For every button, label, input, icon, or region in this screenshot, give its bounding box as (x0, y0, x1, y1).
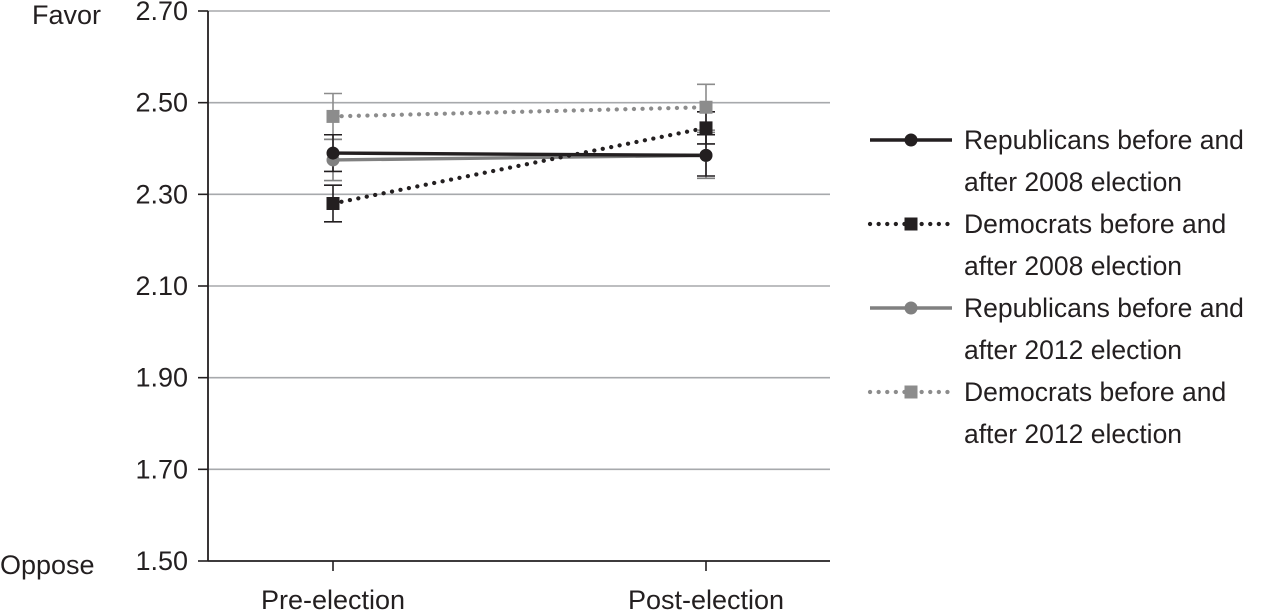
legend-marker (904, 301, 918, 315)
y-tick-label: 1.50 (135, 546, 188, 576)
y-tick-label: 2.70 (135, 0, 188, 26)
series-line (332, 151, 707, 158)
y-tick-label: 2.30 (135, 179, 188, 209)
y-tick-label: 1.70 (135, 454, 188, 484)
data-point (326, 146, 340, 160)
legend-marker (904, 217, 918, 231)
gridlines (208, 10, 830, 471)
legend-label: after 2008 election (964, 167, 1182, 197)
y-bottom-label: Oppose (0, 550, 95, 580)
plot-series (324, 83, 715, 223)
y-tick-label: 2.10 (135, 271, 188, 301)
series-line (330, 125, 709, 206)
legend-marker (904, 385, 918, 399)
data-point (326, 109, 340, 123)
y-tick-label: 1.90 (135, 363, 188, 393)
axes: 2.70 2.50 2.30 2.10 1.90 1.70 1.50 Pre-election… (135, 0, 830, 612)
legend-label: Republicans before and (964, 125, 1244, 155)
data-point (699, 100, 713, 114)
data-point (699, 121, 713, 135)
legend-label: Republicans before and (964, 293, 1244, 323)
x-tick-label: Pre-election (261, 585, 405, 612)
y-top-label: Favor (32, 0, 101, 30)
data-point (326, 197, 340, 210)
legend-marker (904, 133, 918, 147)
legend-label: after 2008 election (964, 251, 1182, 281)
legend-label: after 2012 election (964, 419, 1182, 449)
legend-label: Democrats before and (964, 209, 1226, 239)
x-tick-label: Post-election (628, 585, 784, 612)
data-point (699, 148, 713, 162)
legend-label: Democrats before and (964, 377, 1226, 407)
y-tick-label: 2.50 (135, 88, 188, 118)
legend-label: after 2012 election (964, 335, 1182, 365)
series-line (330, 105, 709, 119)
legend: Republicans before and after 2008 electio… (867, 125, 1244, 449)
